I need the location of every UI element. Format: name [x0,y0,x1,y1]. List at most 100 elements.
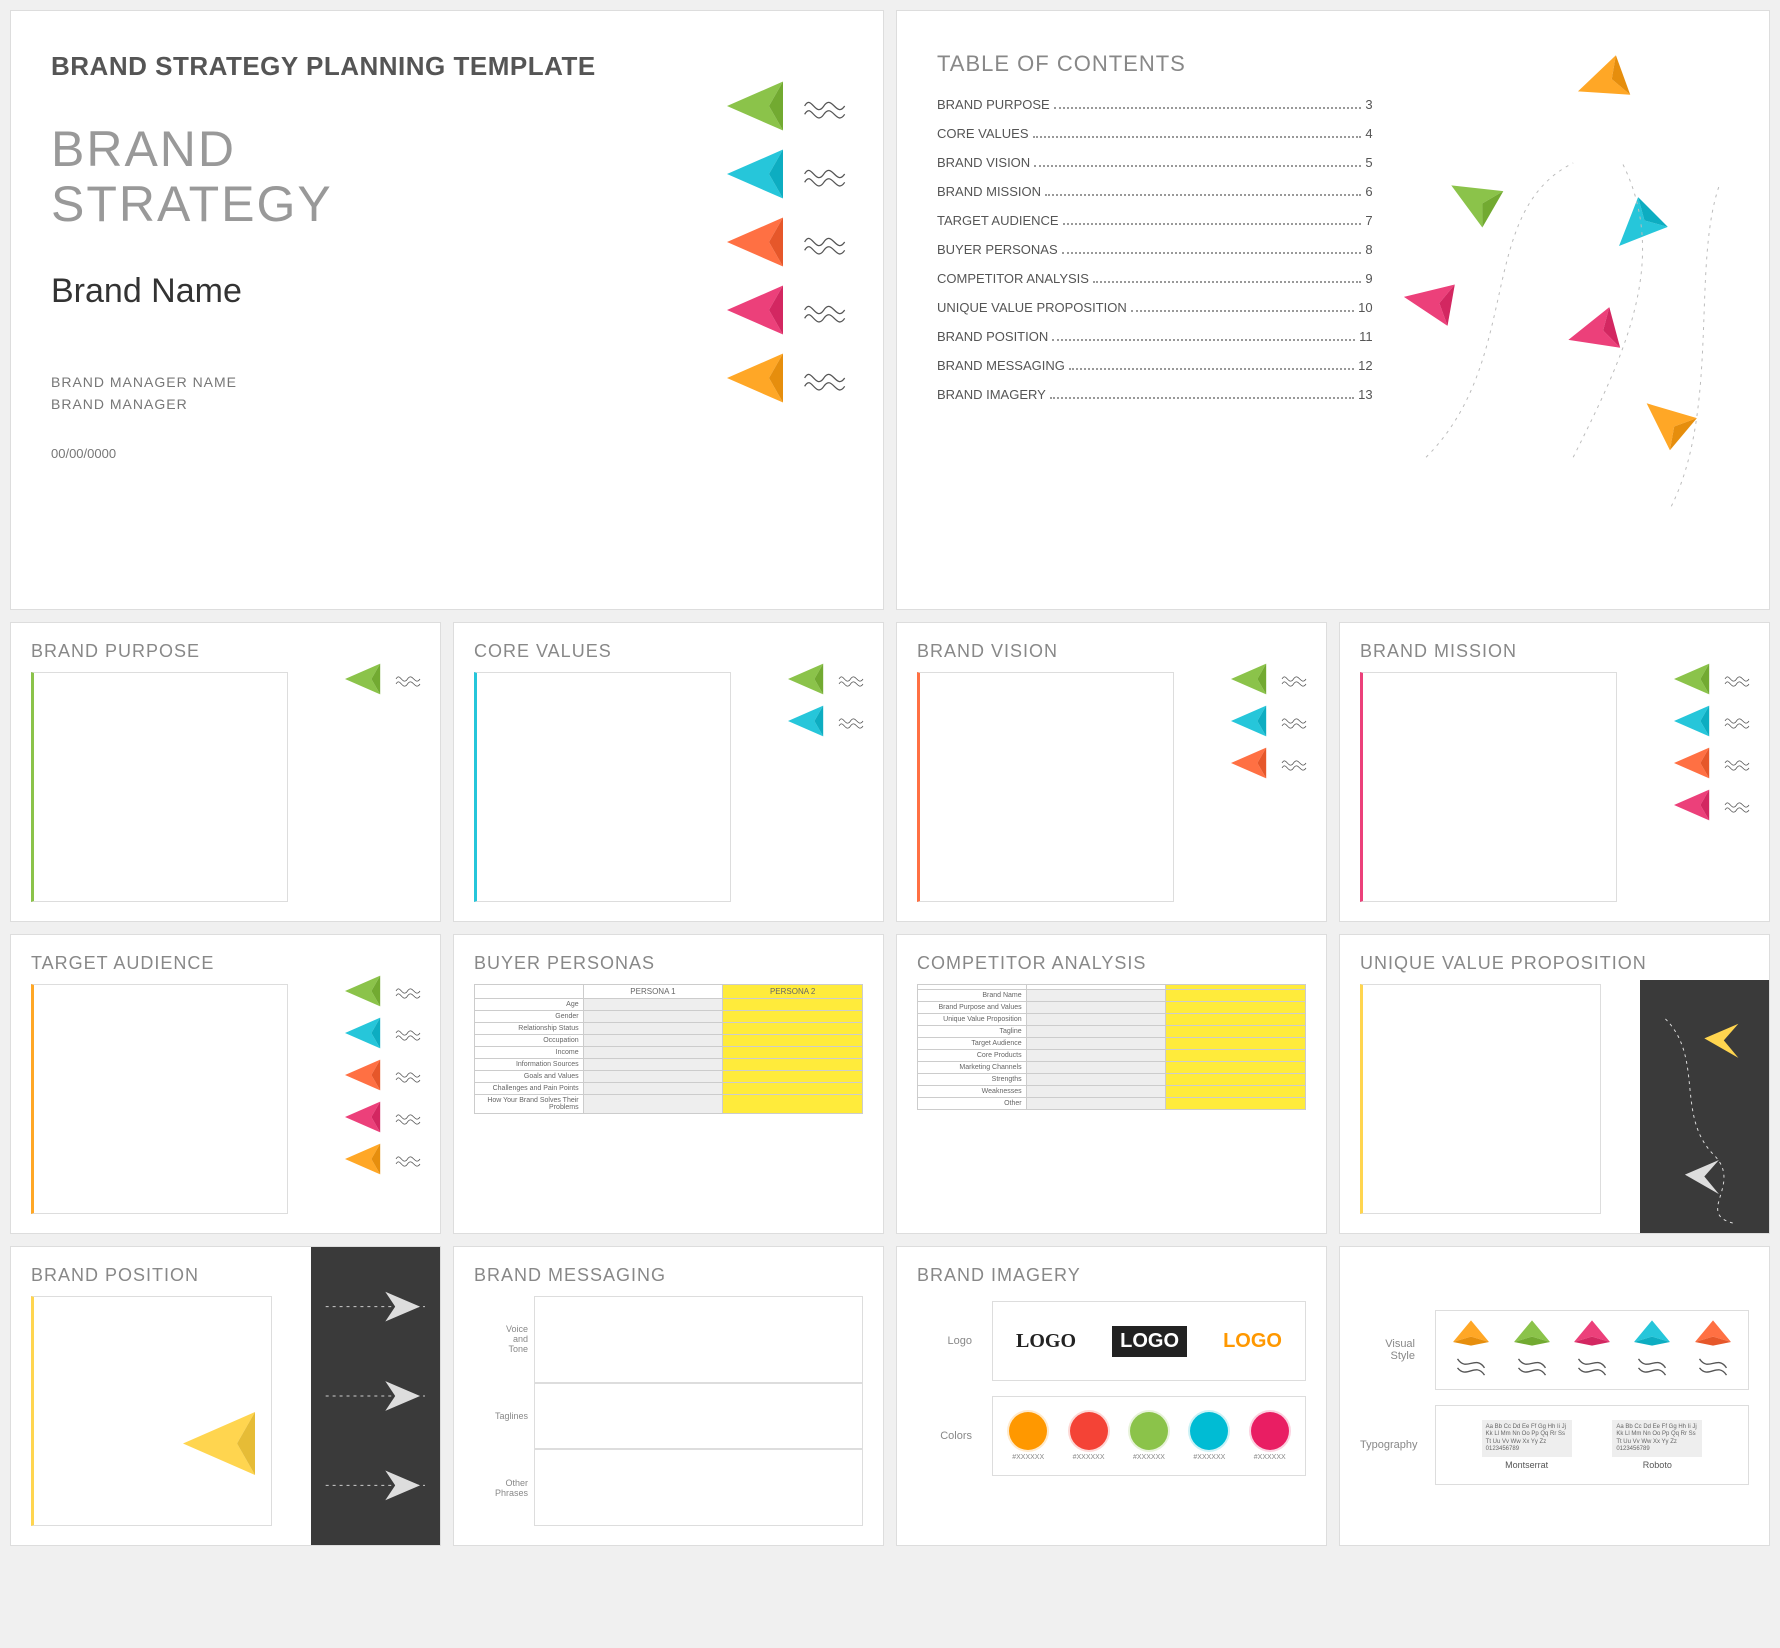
table-header: PERSONA 1 [583,985,723,999]
messaging-row-label: VoiceandTone [474,1296,534,1383]
toc-item-page: 10 [1358,300,1372,315]
slide-toc: TABLE OF CONTENTS BRAND PURPOSE 3 CORE V… [896,10,1770,610]
paper-plane-icon [727,217,853,267]
paper-plane-icon [788,663,868,695]
slide-title: BRAND IMAGERY [917,1265,1306,1286]
paper-plane-icon [1674,747,1754,779]
slide-brand-position: BRAND POSITION [10,1246,441,1546]
toc-item-label: BRAND POSITION [937,329,1048,344]
slide-brand-imagery-2: Visual Style Typography Aa B [1339,1246,1770,1546]
messaging-row-label: OtherPhrases [474,1449,534,1526]
slide-title: UNIQUE VALUE PROPOSITION [1360,953,1749,974]
toc-item-page: 5 [1365,155,1372,170]
paper-plane-icon [1574,1318,1610,1382]
table-cell [1026,1038,1166,1050]
table-row-label: Income [475,1047,584,1059]
toc-item-label: BRAND MESSAGING [937,358,1065,373]
toc-item-page: 11 [1359,329,1373,344]
color-swatch: #XXXXXX [1009,1412,1047,1461]
paper-plane-icon [345,1059,425,1091]
toc-item-page: 4 [1365,126,1372,141]
table-row-label: Challenges and Pain Points [475,1083,584,1095]
slide-cover: BRAND STRATEGY PLANNING TEMPLATE BRAND S… [10,10,884,610]
cover-date: 00/00/0000 [51,446,843,461]
slide-title: BRAND MISSION [1360,641,1749,662]
table-cell [723,1023,863,1035]
table-row-label: How Your Brand Solves Their Problems [475,1095,584,1114]
table-row-label: Target Audience [918,1038,1027,1050]
paper-plane-icon [788,705,868,737]
toc-item-label: BUYER PERSONAS [937,242,1058,257]
toc-row: COMPETITOR ANALYSIS 9 [937,271,1373,286]
slide-competitor-analysis: COMPETITOR ANALYSIS Brand Name Brand Pur… [896,934,1327,1234]
table-cell [583,999,723,1011]
paper-plane-icon [1674,705,1754,737]
manager-role: BRAND MANAGER [51,393,843,415]
paper-plane-icon [345,663,425,695]
slide-title: BRAND VISION [917,641,1306,662]
slide-brand-messaging: BRAND MESSAGING VoiceandTone Taglines Ot… [453,1246,884,1546]
paper-plane-icon [1231,747,1311,779]
table-cell [1166,1074,1306,1086]
table-cell [1026,1074,1166,1086]
toc-item-page: 9 [1365,271,1372,286]
table-cell [583,1035,723,1047]
toc-item-page: 6 [1365,184,1372,199]
slides-row-2: TARGET AUDIENCE [10,934,1770,1234]
typography-sample: Aa Bb Cc Dd Ee Ff Gg Hh Ii Jj Kk Ll Mm N… [1612,1420,1702,1470]
paper-plane-icon [727,353,853,403]
toc-row: BRAND MESSAGING 12 [937,358,1373,373]
paper-plane-icon [345,1017,425,1049]
table-cell [1166,1062,1306,1074]
toc-row: BRAND POSITION 11 [937,329,1373,344]
logo-samples: LOGOLOGOLOGO [992,1301,1306,1381]
table-cell [1026,1050,1166,1062]
table-cell [1166,1050,1306,1062]
table-cell [1026,1062,1166,1074]
table-cell [723,1047,863,1059]
table-cell [723,1083,863,1095]
table-cell [723,1011,863,1023]
toc-row: CORE VALUES 4 [937,126,1373,141]
table-cell [1166,1038,1306,1050]
toc-item-page: 7 [1365,213,1372,228]
toc-item-label: UNIQUE VALUE PROPOSITION [937,300,1127,315]
messaging-cell [534,1449,863,1526]
paper-plane-icon [727,81,853,131]
table-cell [723,999,863,1011]
cover-heading: BRAND STRATEGY [51,122,843,232]
table-cell [1166,1098,1306,1110]
paper-plane-icon [1634,1318,1670,1382]
paper-plane-icon [345,975,425,1007]
toc-row: UNIQUE VALUE PROPOSITION 10 [937,300,1373,315]
paper-plane-icon [1453,1318,1489,1382]
template-title: BRAND STRATEGY PLANNING TEMPLATE [51,51,843,82]
table-cell [583,1095,723,1114]
table-row-label: Core Products [918,1050,1027,1062]
slide-uvp: UNIQUE VALUE PROPOSITION [1339,934,1770,1234]
paper-plane-column [1674,663,1754,821]
toc-row: BRAND PURPOSE 3 [937,97,1373,112]
table-cell [583,1023,723,1035]
paper-plane-icon [345,1101,425,1133]
slide-title: BRAND PURPOSE [31,641,420,662]
table-row-label: Goals and Values [475,1071,584,1083]
toc-item-page: 13 [1358,387,1372,402]
table-cell [1166,1026,1306,1038]
content-box [917,672,1174,902]
paper-plane-icon [727,149,853,199]
toc-row: BRAND VISION 5 [937,155,1373,170]
slides-row-1: BRAND PURPOSE CORE VALUES [10,622,1770,922]
slide-core-values: CORE VALUES [453,622,884,922]
toc-item-label: BRAND VISION [937,155,1030,170]
manager-name: BRAND MANAGER NAME [51,371,843,393]
table-cell [1026,990,1166,1002]
paper-plane-icon [1514,1318,1550,1382]
data-table: PERSONA 1PERSONA 2 Age Gender Relationsh… [474,984,863,1114]
slide-title: BRAND MESSAGING [474,1265,863,1286]
table-row-label: Information Sources [475,1059,584,1071]
slide-brand-purpose: BRAND PURPOSE [10,622,441,922]
table-row-label: Marketing Channels [918,1062,1027,1074]
paper-plane-column [1231,663,1311,779]
paper-plane-icon [1674,663,1754,695]
